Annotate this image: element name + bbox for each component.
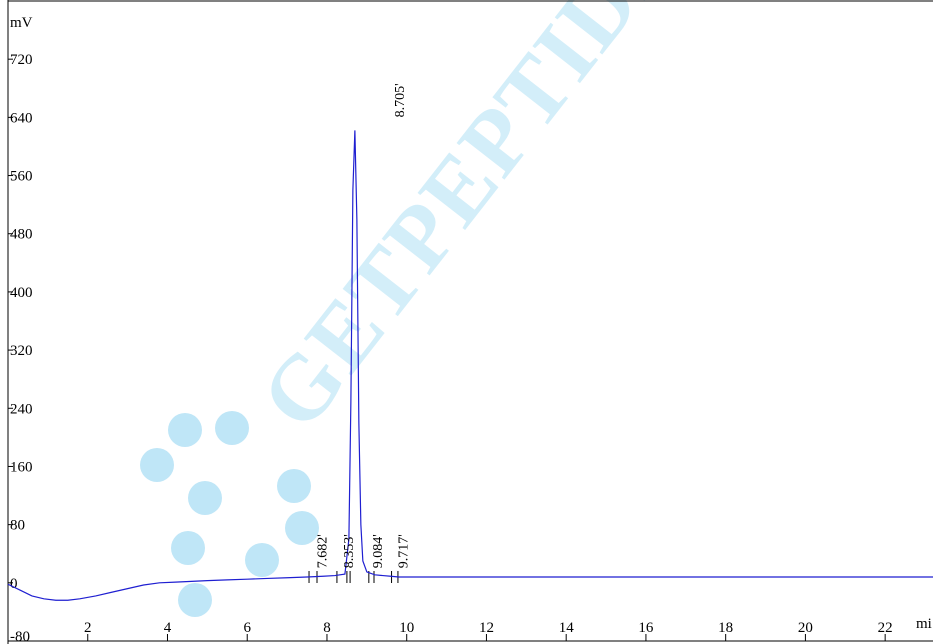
chromatogram-trace	[7, 130, 933, 601]
y-tick-label: 720	[10, 52, 33, 68]
watermark-bubble	[215, 411, 249, 445]
peak-label: 8.705'	[393, 83, 408, 117]
x-tick-label: 18	[718, 620, 733, 636]
y-tick-label: 0	[10, 576, 18, 592]
x-tick-label: 8	[323, 620, 331, 636]
peak-label: 7.682'	[315, 534, 330, 568]
x-tick-label: 14	[559, 620, 575, 636]
y-tick-label: 560	[10, 169, 33, 185]
peak-label: 9.717'	[396, 534, 411, 568]
x-tick-label: 6	[243, 620, 251, 636]
y-tick-label: 320	[10, 343, 33, 359]
watermark-logo	[140, 411, 319, 617]
x-tick-label: 10	[399, 620, 414, 636]
x-tick-label: 20	[798, 620, 813, 636]
watermark-bubble	[171, 531, 205, 565]
y-unit-label: mV	[10, 15, 33, 31]
watermark-bubble	[245, 543, 279, 577]
y-tick-label: 160	[10, 459, 33, 475]
watermark-text: GETPEPTIDES.	[240, 0, 746, 447]
watermark-bubble	[168, 413, 202, 447]
y-tick-label: 80	[10, 518, 25, 534]
watermark-bubble	[178, 583, 212, 617]
x-tick-label: 4	[164, 620, 172, 636]
watermark-bubble	[140, 448, 174, 482]
x-axis-ticks: 2 4 6 8 10 12 14 16 18 20 22	[84, 620, 893, 641]
peak-label: 8.353'	[342, 534, 357, 568]
x-tick-label: 16	[638, 620, 654, 636]
x-unit-label: mi	[916, 616, 932, 632]
y-tick-label: 480	[10, 227, 33, 243]
x-tick-label: 22	[878, 620, 893, 636]
y-tick-label: 240	[10, 401, 33, 417]
y-tick-label: 400	[10, 285, 33, 301]
y-tick-label: 640	[10, 110, 33, 126]
y-axis-ticks: -80 0 80 160 240 320 400 480 560 640 720	[8, 52, 33, 644]
watermark-bubble	[188, 481, 222, 515]
x-tick-label: 2	[84, 620, 92, 636]
x-tick-label: 12	[479, 620, 494, 636]
y-tick-label: -80	[10, 629, 30, 644]
watermark-bubble	[285, 511, 319, 545]
watermark-bubble	[277, 469, 311, 503]
integration-marks	[308, 571, 399, 583]
peak-label: 9.084'	[371, 534, 386, 568]
peak-labels: 7.682' 8.353' 8.705' 9.084' 9.717'	[315, 83, 411, 568]
